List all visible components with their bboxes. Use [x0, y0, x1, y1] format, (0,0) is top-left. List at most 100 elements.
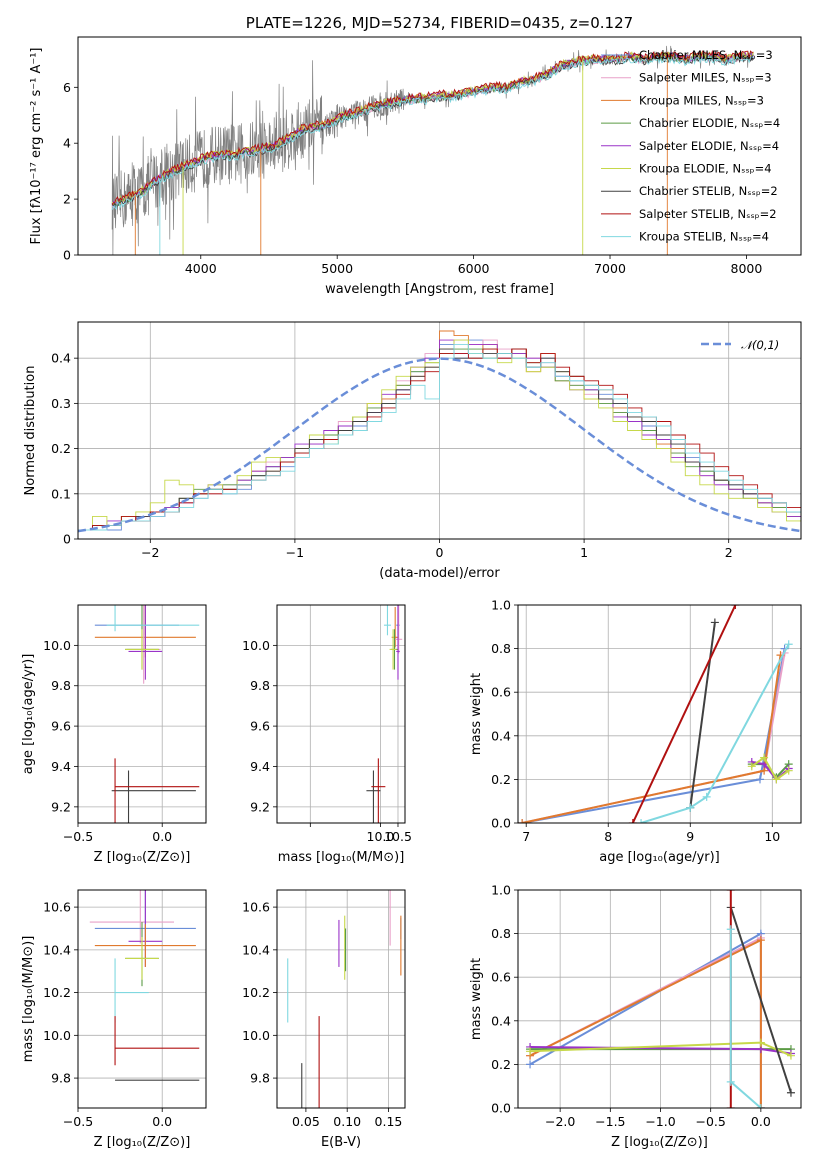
weight-series-line: [529, 936, 762, 1108]
x-tick-label: 0.0: [152, 829, 172, 844]
y-tick-label: 0.6: [491, 970, 511, 985]
y-tick-label: 9.8: [250, 1071, 270, 1086]
legend-entry: Kroupa ELODIE, Nₛₛₚ=4: [639, 162, 772, 176]
weight-point-marker: [755, 775, 764, 784]
y-tick-label: 0: [63, 532, 71, 547]
y-tick-label: 0.3: [51, 396, 71, 411]
y-tick-label: 9.8: [51, 678, 71, 693]
errorbars: [94, 605, 200, 823]
y-tick-label: 10.2: [43, 985, 71, 1000]
x-tick-label: 8: [604, 829, 612, 844]
panel-weight-vs-age: 7 8 9 10 0.0 0.2 0.4 0.6 0.8 1.0 age [log₁₀(age/yr…: [469, 598, 802, 865]
model-spectrum-line: [111, 51, 754, 207]
y-tick-label: 1.0: [491, 883, 511, 898]
y-tick-label: 0.0: [491, 816, 511, 831]
y-tick-label: 10.4: [43, 942, 71, 957]
x-tick-label: 6000: [458, 261, 490, 276]
spectrum-lines: [111, 45, 754, 255]
weight-series-line: [521, 654, 782, 823]
x-tick-label: −0.5: [696, 1114, 726, 1129]
x-tick-label: 10.0: [367, 829, 395, 844]
panel-spectrum: PLATE=1226, MJD=52734, FIBERID=0435, z=0…: [29, 14, 802, 297]
model-spectrum-line: [111, 49, 754, 205]
y-tick-label: 10.0: [43, 638, 71, 653]
y-tick-label: 0.2: [491, 772, 511, 787]
x-tick-label: 2: [725, 545, 733, 560]
x-tick-label: 7000: [594, 261, 626, 276]
y-tick-label: 6: [63, 80, 71, 95]
y-tick-label: 0.4: [51, 351, 71, 366]
x-axis-label: wavelength [Angstrom, rest frame]: [325, 282, 554, 297]
y-tick-label: 2: [63, 192, 71, 207]
y-tick-label: 0.4: [491, 728, 511, 743]
y-axis-label: mass [log₁₀(M/M⊙)]: [21, 936, 36, 1063]
x-axis-label: (data-model)/error: [379, 566, 500, 581]
legend-entry: Salpeter STELIB, Nₛₛₚ=2: [639, 207, 777, 221]
x-axis-label: Z [log₁₀(Z/Z⊙)]: [94, 850, 191, 865]
weight-series-line: [640, 643, 790, 823]
x-tick-label: −2.0: [545, 1114, 575, 1129]
panel-residuals: −2 −1 0 1 2 0 0.1 0.2 0.3 0.4 (data-model)/error No…: [23, 321, 802, 581]
y-tick-label: 9.4: [51, 759, 71, 774]
x-axis-label: Z [log₁₀(Z/Z⊙)]: [611, 1135, 708, 1150]
legend-entry: Salpeter ELODIE, Nₛₛₚ=4: [639, 139, 779, 153]
panel-mass-vs-Z: −0.5 0.0 9.8 10.0 10.2 10.4 10.6 Z [log₁₀(Z/Z⊙)…: [21, 889, 207, 1150]
weight-series-line: [631, 605, 737, 823]
chart-title: PLATE=1226, MJD=52734, FIBERID=0435, z=0…: [246, 14, 633, 32]
y-axis-label: age [log₁₀(age/yr)]: [21, 654, 36, 775]
plot-frame: [77, 36, 802, 256]
weight-point-marker: [784, 640, 793, 649]
legend-entry: Chabrier ELODIE, Nₛₛₚ=4: [639, 116, 780, 130]
weight-point-marker: [784, 766, 793, 775]
legend-entry: Chabrier MILES, Nₛₛₚ=3: [639, 48, 773, 62]
plot-frame: [517, 604, 802, 824]
x-tick-label: 1: [580, 545, 588, 560]
x-axis-label: age [log₁₀(age/yr)]: [599, 850, 720, 865]
weight-series-line: [529, 938, 762, 1108]
weight-point-marker: [526, 1047, 535, 1056]
plot-frame: [276, 604, 406, 824]
weight-point-marker: [726, 890, 735, 894]
model-spectrum-line: [111, 54, 754, 211]
weight-point-marker: [518, 819, 527, 823]
y-tick-label: 4: [63, 136, 71, 151]
model-spectrum-line: [111, 50, 754, 206]
legend-entry: Kroupa MILES, Nₛₛₚ=3: [639, 93, 764, 107]
weight-series-line: [729, 907, 792, 1094]
x-tick-label: 4000: [185, 261, 217, 276]
x-tick-label: 0.05: [292, 1114, 320, 1129]
x-axis-label: mass [log₁₀(M/M⊙)]: [278, 850, 405, 865]
y-tick-label: 10.0: [242, 1028, 270, 1043]
weight-point-marker: [760, 753, 769, 762]
x-tick-label: 0.10: [333, 1114, 361, 1129]
y-tick-label: 0.4: [491, 1013, 511, 1028]
errorbars: [287, 890, 402, 1108]
weight-series-line: [521, 652, 786, 823]
x-axis-label: Z [log₁₀(Z/Z⊙)]: [94, 1135, 191, 1150]
weight-point-marker: [731, 605, 740, 609]
y-tick-label: 0: [63, 248, 71, 263]
legend-entry: Kroupa STELIB, Nₛₛₚ=4: [639, 230, 769, 244]
weight-point-marker: [710, 618, 719, 627]
weight-point-marker: [526, 1060, 535, 1069]
weight-lines: [526, 890, 795, 1108]
weight-point-marker: [628, 819, 637, 823]
x-tick-label: 0.0: [152, 1114, 172, 1129]
weight-point-marker: [756, 1104, 765, 1108]
histogram-series: [78, 339, 801, 539]
y-tick-label: 9.4: [250, 759, 270, 774]
x-tick-label: 0.15: [375, 1114, 403, 1129]
weight-point-marker: [756, 1038, 765, 1047]
y-tick-label: 10.6: [43, 900, 71, 915]
x-tick-label: −1.0: [645, 1114, 675, 1129]
y-tick-label: 0.0: [491, 1101, 511, 1116]
weight-point-marker: [686, 803, 695, 812]
x-tick-label: −2: [141, 545, 159, 560]
weight-point-marker: [786, 1088, 795, 1097]
y-tick-label: 10.2: [242, 985, 270, 1000]
y-tick-label: 0.2: [491, 1057, 511, 1072]
y-tick-label: 10.0: [242, 638, 270, 653]
weight-point-marker: [702, 792, 711, 801]
y-tick-label: 9.2: [250, 799, 270, 814]
